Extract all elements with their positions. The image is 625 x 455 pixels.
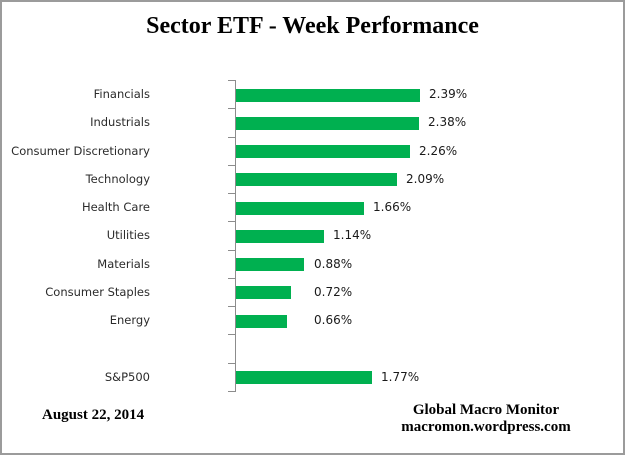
bar-row: Consumer Discretionary 2.26% [2,137,623,165]
value-label: 1.14% [333,228,372,243]
category-label: Technology [85,171,150,186]
axis-tick [228,193,236,194]
bar-row: Utilities 1.14% [2,221,623,249]
value-label: 2.39% [429,87,468,101]
axis-tick [228,250,236,251]
value-label: 1.66% [373,200,412,215]
axis-tick [228,306,236,307]
footer-date: August 22, 2014 [42,407,145,423]
category-label: Financials [93,87,150,101]
bar [236,173,397,187]
category-label: Energy [109,313,150,328]
bar [236,371,372,385]
category-label: Consumer Staples [45,284,150,299]
category-axis [235,80,236,391]
axis-tick [228,363,236,364]
axis-tick [228,221,236,222]
bar-row: S&P500 1.77% [2,363,623,391]
bar-row: Industrials 2.38% [2,108,623,136]
value-label: 2.26% [419,143,458,158]
bar-row [2,335,623,363]
bar-row: Health Care 1.66% [2,193,623,221]
axis-tick [228,137,236,138]
axis-tick [228,334,236,335]
axis-tick [228,391,236,392]
category-label: Consumer Discretionary [11,143,150,158]
bar [236,314,287,328]
value-label: 0.66% [314,313,353,328]
bar-row: Consumer Staples 0.72% [2,278,623,306]
footer-source-name: Global Macro Monitor [412,402,560,418]
bar-row: Materials 0.88% [2,250,623,278]
chart-title: Sector ETF - Week Performance [146,13,479,39]
bar [236,88,420,102]
bar [236,229,324,243]
bar [236,258,304,272]
bar-row: Technology 2.09% [2,165,623,193]
value-label: 2.38% [428,115,467,130]
bar [236,286,291,300]
axis-tick [228,108,236,109]
bar-row: Financials 2.39% [2,80,623,108]
axis-tick [228,80,236,81]
bar [236,145,410,159]
footer-source-url: macromon.wordpress.com [401,418,571,435]
category-label: Industrials [90,115,150,130]
value-label: 1.77% [381,369,420,384]
bar [236,201,364,215]
value-label: 0.72% [314,284,353,299]
bar [236,116,419,130]
category-label: Utilities [106,228,150,243]
category-label: S&P500 [104,369,150,384]
value-label: 0.88% [314,256,353,271]
category-label: Materials [97,256,150,271]
bar-row: Energy 0.66% [2,306,623,334]
category-label: Health Care [81,200,150,215]
footer-source: Global Macro Monitor macromon.wordpress.… [390,402,582,435]
value-label: 2.09% [406,171,445,186]
axis-tick [228,165,236,166]
axis-tick [228,278,236,279]
